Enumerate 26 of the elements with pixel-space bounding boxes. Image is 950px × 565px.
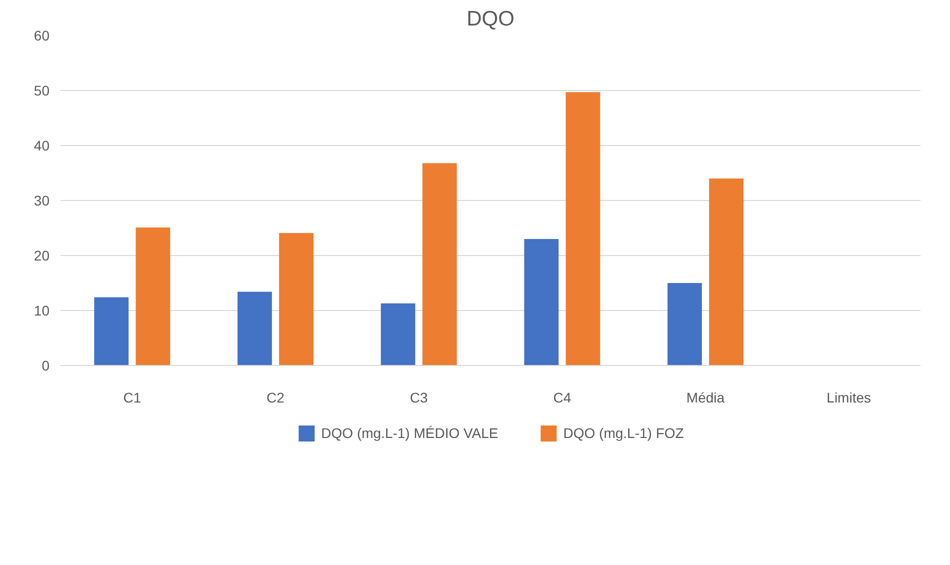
x-tick-label: Média — [686, 390, 725, 406]
legend-label: DQO (mg.L-1) FOZ — [563, 425, 684, 441]
y-tick-label: 0 — [42, 358, 50, 374]
y-tick-label: 20 — [34, 248, 50, 264]
y-tick-label: 40 — [34, 138, 50, 154]
chart-title: DQO — [466, 8, 514, 30]
y-tick-label: 60 — [34, 28, 50, 44]
y-tick-label: 30 — [34, 192, 50, 208]
bar — [380, 303, 416, 366]
bar — [566, 92, 600, 366]
x-tick-label: C1 — [123, 390, 142, 406]
x-tick-label: C4 — [553, 390, 572, 406]
x-tick-label: C2 — [266, 390, 285, 406]
x-tick-label: C3 — [410, 390, 428, 406]
legend-label: DQO (mg.L-1) MÉDIO VALE — [321, 425, 498, 441]
bar — [668, 283, 702, 366]
bar — [709, 178, 744, 366]
bar — [422, 163, 457, 366]
y-tick-label: 50 — [34, 82, 50, 98]
bar — [136, 227, 170, 366]
x-tick-label: Limites — [826, 390, 872, 406]
y-tick-label: 10 — [34, 302, 50, 318]
bar — [94, 297, 129, 366]
bar — [524, 239, 559, 366]
bar — [279, 232, 314, 366]
bar — [238, 292, 272, 366]
